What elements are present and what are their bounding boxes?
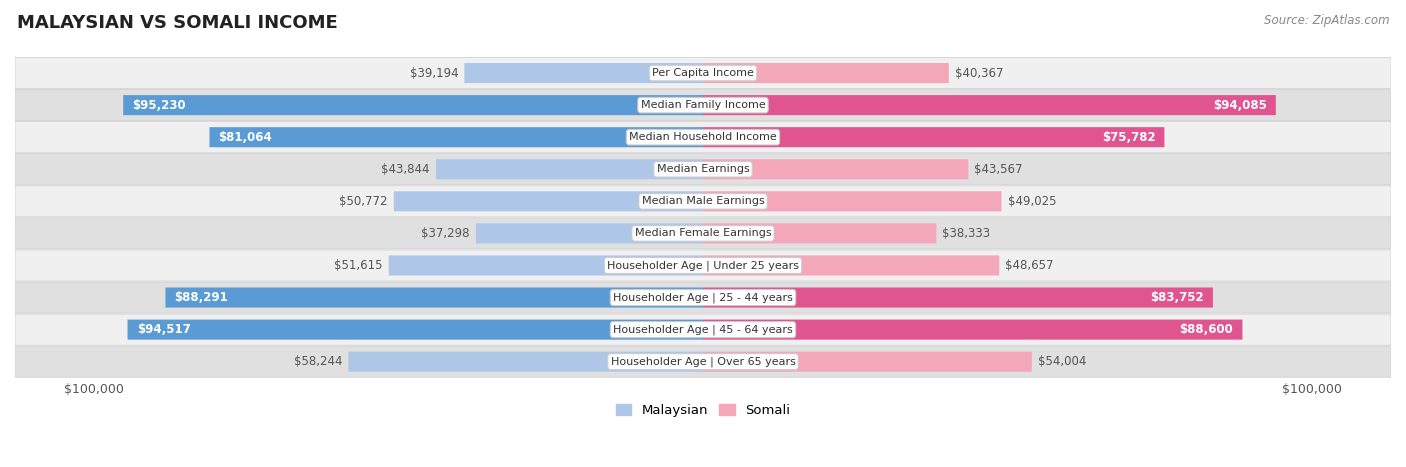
FancyBboxPatch shape: [703, 63, 949, 83]
Text: $81,064: $81,064: [218, 131, 273, 144]
Text: $50,772: $50,772: [339, 195, 388, 208]
FancyBboxPatch shape: [15, 121, 1391, 153]
FancyBboxPatch shape: [124, 95, 703, 115]
FancyBboxPatch shape: [128, 319, 703, 340]
Text: Householder Age | 45 - 64 years: Householder Age | 45 - 64 years: [613, 325, 793, 335]
FancyBboxPatch shape: [475, 223, 703, 243]
Text: $54,004: $54,004: [1038, 355, 1087, 368]
FancyBboxPatch shape: [703, 95, 1275, 115]
Text: $94,085: $94,085: [1213, 99, 1267, 112]
FancyBboxPatch shape: [15, 346, 1391, 377]
Text: Householder Age | Under 25 years: Householder Age | Under 25 years: [607, 260, 799, 271]
FancyBboxPatch shape: [15, 90, 1391, 120]
Text: $95,230: $95,230: [132, 99, 186, 112]
Text: $94,517: $94,517: [136, 323, 190, 336]
FancyBboxPatch shape: [15, 154, 1391, 185]
Text: $43,567: $43,567: [974, 163, 1022, 176]
FancyBboxPatch shape: [703, 159, 969, 179]
Text: $43,844: $43,844: [381, 163, 430, 176]
FancyBboxPatch shape: [436, 159, 703, 179]
Text: $37,298: $37,298: [422, 227, 470, 240]
Text: $88,291: $88,291: [174, 291, 228, 304]
Text: Median Earnings: Median Earnings: [657, 164, 749, 174]
FancyBboxPatch shape: [388, 255, 703, 276]
FancyBboxPatch shape: [166, 288, 703, 308]
FancyBboxPatch shape: [703, 319, 1243, 340]
FancyBboxPatch shape: [209, 127, 703, 147]
Text: $48,657: $48,657: [1005, 259, 1054, 272]
Text: Source: ZipAtlas.com: Source: ZipAtlas.com: [1264, 14, 1389, 27]
FancyBboxPatch shape: [703, 127, 1164, 147]
FancyBboxPatch shape: [15, 186, 1391, 217]
FancyBboxPatch shape: [349, 352, 703, 372]
Text: Householder Age | 25 - 44 years: Householder Age | 25 - 44 years: [613, 292, 793, 303]
Text: $58,244: $58,244: [294, 355, 342, 368]
FancyBboxPatch shape: [703, 191, 1001, 212]
Text: Median Family Income: Median Family Income: [641, 100, 765, 110]
Text: Householder Age | Over 65 years: Householder Age | Over 65 years: [610, 356, 796, 367]
Text: Median Household Income: Median Household Income: [628, 132, 778, 142]
FancyBboxPatch shape: [15, 57, 1391, 89]
FancyBboxPatch shape: [15, 282, 1391, 313]
FancyBboxPatch shape: [464, 63, 703, 83]
Text: $40,367: $40,367: [955, 67, 1004, 79]
FancyBboxPatch shape: [394, 191, 703, 212]
Text: $38,333: $38,333: [942, 227, 991, 240]
Text: $75,782: $75,782: [1102, 131, 1156, 144]
FancyBboxPatch shape: [703, 288, 1213, 308]
FancyBboxPatch shape: [703, 223, 936, 243]
Text: Median Female Earnings: Median Female Earnings: [634, 228, 772, 239]
Text: $83,752: $83,752: [1150, 291, 1204, 304]
Text: $39,194: $39,194: [409, 67, 458, 79]
Text: $49,025: $49,025: [1008, 195, 1056, 208]
FancyBboxPatch shape: [15, 218, 1391, 249]
Text: MALAYSIAN VS SOMALI INCOME: MALAYSIAN VS SOMALI INCOME: [17, 14, 337, 32]
FancyBboxPatch shape: [703, 255, 1000, 276]
FancyBboxPatch shape: [15, 250, 1391, 281]
FancyBboxPatch shape: [703, 352, 1032, 372]
Text: Per Capita Income: Per Capita Income: [652, 68, 754, 78]
FancyBboxPatch shape: [15, 314, 1391, 345]
Text: $88,600: $88,600: [1180, 323, 1233, 336]
Text: $51,615: $51,615: [335, 259, 382, 272]
Legend: Malaysian, Somali: Malaysian, Somali: [610, 399, 796, 423]
Text: Median Male Earnings: Median Male Earnings: [641, 196, 765, 206]
